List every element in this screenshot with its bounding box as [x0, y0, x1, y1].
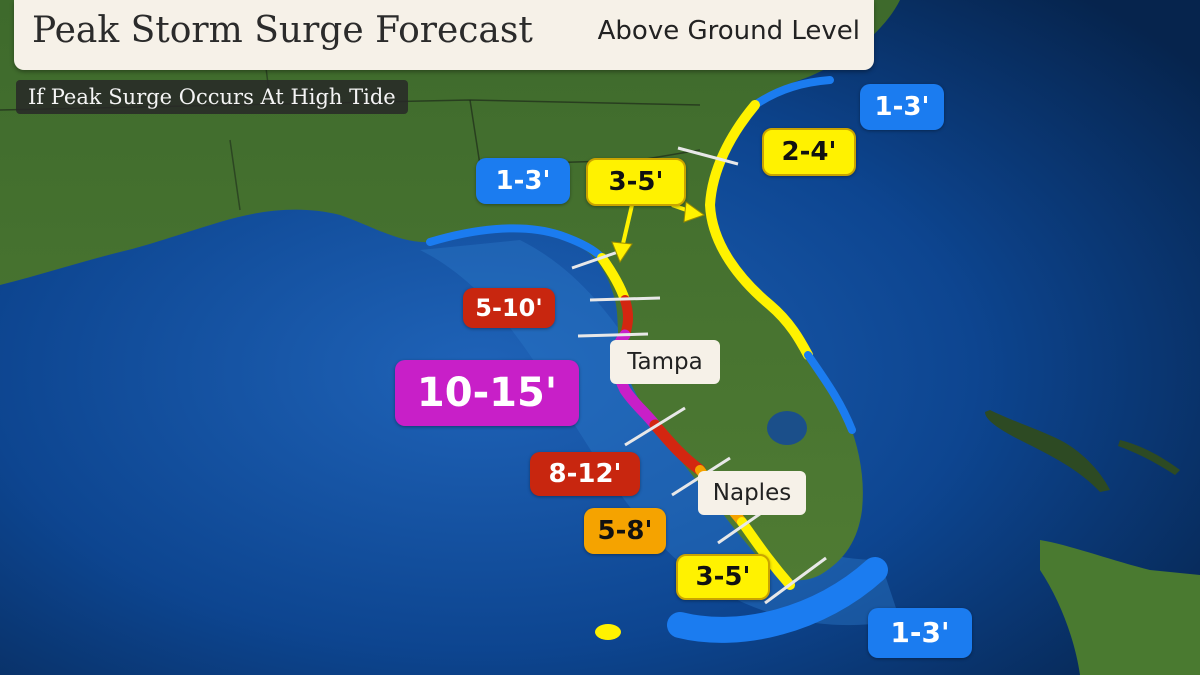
segment-divider: [677, 146, 739, 166]
surge-label-big-bend: 1-3': [476, 158, 570, 204]
surge-label-tampa-bay: 10-15': [395, 360, 579, 426]
map-subtitle: Above Ground Level: [597, 16, 860, 46]
surge-label-northeast-coast: 2-4': [762, 128, 856, 176]
bahamas-land: [985, 410, 1110, 492]
surge-band-blue-atlantic-north: [751, 76, 834, 109]
segment-divider: [589, 296, 661, 302]
mainland-land: [0, 0, 900, 581]
surge-label-sarasota: 8-12': [530, 452, 640, 496]
map-title: Peak Storm Surge Forecast: [32, 10, 533, 51]
city-label-tampa: Tampa: [610, 340, 720, 384]
segment-divider: [624, 406, 686, 447]
bahamas-land-2: [1118, 440, 1180, 475]
segment-divider: [577, 332, 649, 338]
surge-label-naples-area: 5-8': [584, 508, 666, 554]
surge-label-nature-coast: 3-5': [586, 158, 686, 206]
title-banner: Peak Storm Surge Forecast Above Ground L…: [14, 0, 874, 70]
pointer-arrow-head: [683, 201, 706, 223]
pointer-arrow-head: [611, 241, 633, 264]
surge-label-atlantic-north: 1-3': [860, 84, 944, 130]
pointer-arrow: [620, 204, 634, 249]
state-border: [229, 139, 241, 211]
city-label-naples: Naples: [698, 471, 806, 515]
segment-divider: [764, 556, 827, 605]
surge-band-red-sarasota: [649, 419, 706, 476]
surge-band-yellow-northeast: [704, 100, 813, 360]
surge-label-citrus: 5-10': [463, 288, 555, 328]
surge-label-keys: 1-3': [868, 608, 972, 658]
surge-band-blue-east: [804, 351, 856, 434]
surge-band-yellow-sw: [737, 517, 795, 590]
tide-note: If Peak Surge Occurs At High Tide: [16, 80, 408, 114]
cuba-land: [1040, 540, 1200, 675]
surge-label-southwest-tip: 3-5': [676, 554, 770, 600]
surge-band-blue-keys: [667, 557, 888, 643]
segment-divider: [571, 250, 619, 270]
lake-okeechobee: [767, 411, 807, 445]
surge-band-blue-bigbend: [426, 224, 606, 262]
dry-tortugas-marker: [595, 624, 621, 640]
